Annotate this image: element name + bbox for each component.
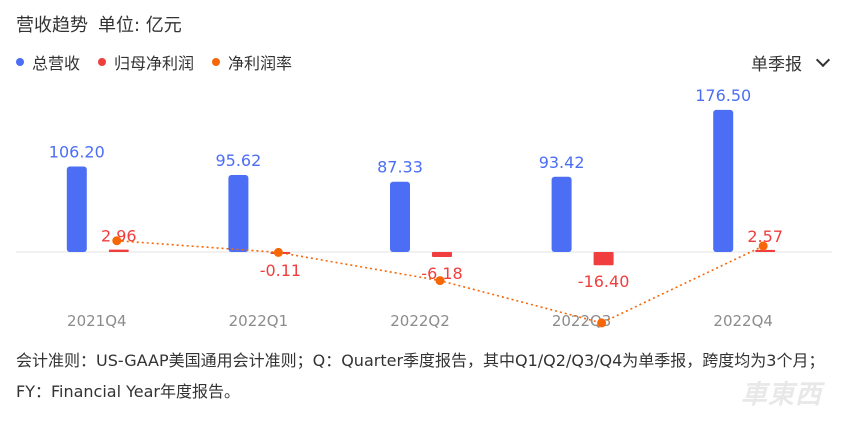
net-profit-bar bbox=[755, 249, 776, 252]
x-axis-tick-label: 2022Q2 bbox=[390, 312, 450, 330]
x-axis-tick-label: 2022Q4 bbox=[713, 312, 773, 330]
unit-label: 单位: 亿元 bbox=[98, 15, 182, 36]
net-profit-bar bbox=[108, 249, 129, 252]
margin-point bbox=[597, 318, 607, 328]
legend-label-net-profit: 归母净利润 bbox=[114, 54, 195, 73]
revenue-value-label: 95.62 bbox=[215, 151, 261, 170]
net-profit-value-label: 2.57 bbox=[747, 227, 783, 246]
net-profit-bar bbox=[432, 252, 452, 257]
legend-dot-net-profit bbox=[98, 58, 107, 66]
legend-dot-margin bbox=[212, 58, 221, 66]
period-dropdown[interactable]: 单季报 bbox=[751, 50, 831, 75]
net-profit-bar bbox=[593, 252, 614, 266]
net-profit-value-label: -16.40 bbox=[578, 272, 630, 291]
margin-point bbox=[758, 241, 768, 251]
revenue-value-label: 87.33 bbox=[377, 158, 423, 177]
margin-point bbox=[112, 236, 122, 246]
legend-label-revenue: 总营收 bbox=[32, 54, 81, 73]
revenue-bar bbox=[390, 181, 410, 252]
revenue-bar bbox=[66, 166, 87, 252]
revenue-value-label: 106.20 bbox=[49, 143, 105, 162]
legend-item-revenue[interactable]: 总营收 bbox=[16, 50, 80, 74]
x-axis-tick-label: 2021Q4 bbox=[67, 312, 127, 330]
x-axis-tick-label: 2022Q1 bbox=[229, 312, 289, 330]
margin-point bbox=[435, 276, 445, 286]
legend-label-margin: 净利润率 bbox=[228, 54, 293, 73]
margin-point bbox=[273, 247, 283, 257]
revenue-value-label: 93.42 bbox=[539, 153, 585, 172]
revenue-bar bbox=[713, 109, 734, 252]
footnote: 会计准则：US-GAAP美国通用会计准则；Q：Quarter季度报告，其中Q1/… bbox=[16, 351, 825, 401]
legend: 总营收 归母净利润 净利润率 bbox=[16, 50, 292, 74]
title-text: 营收趋势 bbox=[16, 15, 88, 36]
revenue-bar bbox=[551, 176, 572, 252]
legend-dot-revenue bbox=[16, 58, 24, 66]
net-profit-value-label: -6.18 bbox=[421, 264, 462, 283]
legend-item-net-profit[interactable]: 归母净利润 bbox=[98, 50, 194, 74]
net-profit-value-label: -0.11 bbox=[260, 261, 301, 280]
revenue-value-label: 176.50 bbox=[695, 86, 751, 105]
chart-title: 营收趋势 单位: 亿元 bbox=[16, 11, 182, 37]
legend-item-margin[interactable]: 净利润率 bbox=[212, 50, 292, 74]
revenue-chart: 106.202.962021Q495.62-0.112022Q187.33-6.… bbox=[16, 86, 832, 330]
period-dropdown-value: 单季报 bbox=[751, 55, 802, 75]
x-axis-tick-label: 2022Q3 bbox=[552, 312, 612, 330]
watermark-logo: 車東西 bbox=[740, 380, 822, 410]
revenue-bar bbox=[228, 175, 249, 252]
